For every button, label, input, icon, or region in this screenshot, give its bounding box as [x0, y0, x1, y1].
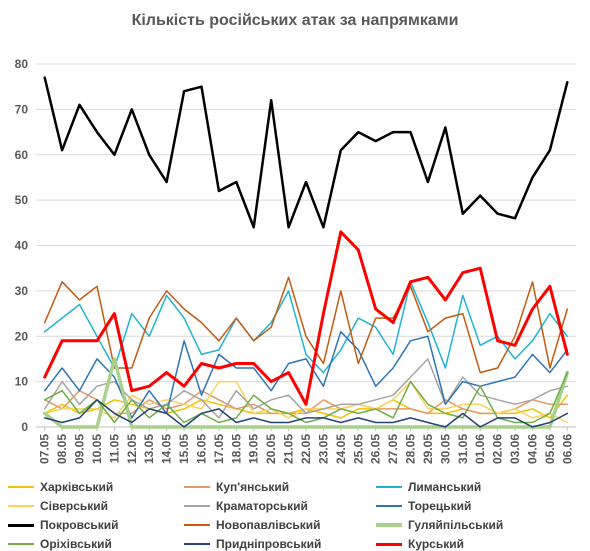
x-tick-label: 23.05	[316, 434, 330, 464]
legend-item: Придніпровський	[184, 537, 370, 551]
legend-swatch	[184, 543, 210, 545]
legend-item: Курський	[376, 537, 588, 551]
x-tick-label: 09.05	[73, 434, 87, 464]
x-tick-label: 06.06	[560, 434, 574, 464]
x-tick-label: 07.05	[38, 434, 52, 464]
line-chart: 0 10 20 30 40 50 60 70 80 07.05 08.05 09.05 10.05 11.…	[15, 57, 576, 464]
legend-swatch	[8, 505, 34, 507]
y-tick-label: 60	[15, 148, 29, 162]
legend-swatch	[184, 486, 210, 488]
legend-item: Покровський	[8, 518, 178, 532]
y-tick-label: 40	[15, 239, 29, 253]
legend-label: Покровський	[40, 518, 119, 532]
legend-label: Новопавлівський	[216, 518, 321, 532]
legend-swatch	[376, 523, 402, 527]
legend-swatch	[376, 486, 402, 488]
legend-item: Новопавлівський	[184, 518, 370, 532]
legend-swatch	[8, 523, 34, 527]
legend-label: Куп'янський	[216, 480, 290, 494]
y-tick-label: 0	[21, 420, 28, 434]
legend-label: Харківський	[40, 480, 114, 494]
series-line-8	[42, 357, 570, 429]
legend-label: Сіверський	[40, 499, 109, 513]
x-tick-label: 13.05	[142, 434, 156, 464]
x-tick-label: 24.05	[334, 434, 348, 464]
legend-item: Краматорський	[184, 499, 370, 513]
legend-swatch	[8, 486, 34, 488]
legend-label: Придніпровський	[216, 537, 322, 551]
x-tick-label: 27.05	[386, 434, 400, 464]
series-line-7	[43, 276, 569, 374]
legend-label: Оріхівський	[40, 537, 112, 551]
legend-swatch	[184, 505, 210, 507]
x-tick-label: 01.06	[473, 434, 487, 464]
legend-label: Лиманський	[408, 480, 482, 494]
x-tick-label: 22.05	[299, 434, 313, 464]
series-lines	[42, 76, 570, 429]
legend-item: Оріхівський	[8, 537, 178, 551]
x-tick-label: 20.05	[264, 434, 278, 464]
y-tick-label: 20	[15, 329, 29, 343]
series-line-2	[43, 281, 569, 374]
x-tick-label: 18.05	[229, 434, 243, 464]
axes: 0 10 20 30 40 50 60 70 80 07.05 08.05 09.05 10.05 11.…	[15, 57, 576, 464]
legend-item: Торецький	[376, 499, 588, 513]
legend-item: Лиманський	[376, 480, 588, 494]
y-tick-label: 50	[15, 193, 29, 207]
x-tick-label: 14.05	[160, 434, 174, 464]
series-line-9	[43, 371, 569, 424]
x-tick-label: 17.05	[212, 434, 226, 464]
x-tick-label: 29.05	[421, 434, 435, 464]
x-tick-label: 21.05	[282, 434, 296, 464]
x-tick-label: 31.05	[456, 434, 470, 464]
x-tick-label: 15.05	[177, 434, 191, 464]
legend-label: Торецький	[408, 499, 472, 513]
x-tick-label: 16.05	[194, 434, 208, 464]
x-tick-label: 05.06	[543, 434, 557, 464]
series-line-6	[43, 76, 569, 229]
legend-label: Краматорський	[216, 499, 308, 513]
x-tick-label: 28.05	[404, 434, 418, 464]
x-tick-label: 12.05	[125, 434, 139, 464]
x-tick-label: 11.05	[107, 434, 121, 464]
legend-item: Харківський	[8, 480, 178, 494]
legend-item: Сіверський	[8, 499, 178, 513]
legend-label: Гуляйпільський	[408, 518, 504, 532]
x-tick-label: 30.05	[438, 434, 452, 464]
x-tick-label: 19.05	[247, 434, 261, 464]
legend-item: Куп'янський	[184, 480, 370, 494]
y-tick-label: 10	[15, 375, 29, 389]
x-tick-label: 26.05	[369, 434, 383, 464]
x-tick-label: 02.06	[491, 434, 505, 464]
x-tick-label: 25.05	[351, 434, 365, 464]
y-tick-label: 80	[15, 57, 29, 71]
legend-swatch	[376, 505, 402, 507]
x-tick-label: 10.05	[90, 434, 104, 464]
legend-swatch	[8, 543, 34, 545]
series-line-3	[43, 380, 569, 424]
legend-swatch	[184, 524, 210, 526]
series-line-11	[43, 230, 569, 406]
y-tick-label: 70	[15, 102, 29, 116]
chart-title: Кількість російських атак за напрямками	[131, 12, 459, 29]
x-tick-label: 08.05	[55, 434, 69, 464]
legend-label: Курський	[408, 537, 464, 551]
series-line-10	[43, 399, 569, 428]
legend-swatch	[376, 542, 402, 546]
x-tick-label: 04.06	[525, 434, 539, 464]
y-tick-label: 30	[15, 284, 29, 298]
x-tick-label: 03.06	[508, 434, 522, 464]
legend-item: Гуляйпільський	[376, 518, 588, 532]
